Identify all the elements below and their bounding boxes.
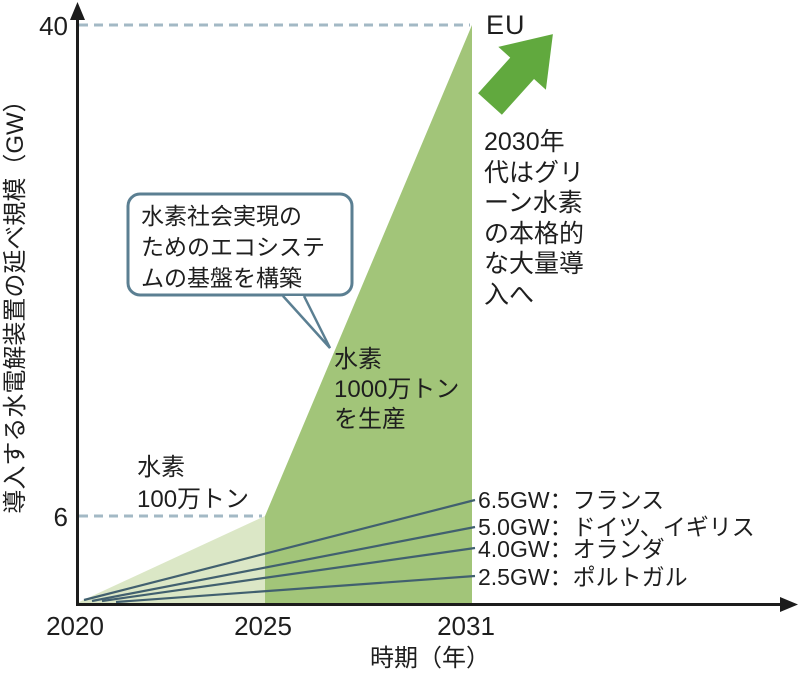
y-axis-arrowhead-icon xyxy=(70,2,85,20)
y-tick-6: 6 xyxy=(53,502,68,532)
y-axis-title: 導入する水電解装置の延べ規模（GW） xyxy=(2,88,29,514)
hydrogen-1m-note: 水素 100万トン xyxy=(137,454,250,513)
country-line-portugal xyxy=(115,574,476,604)
x-axis-arrowhead-icon xyxy=(780,597,798,612)
eu-growth-arrow-shape xyxy=(478,34,553,115)
eu-growth-arrow-icon xyxy=(478,34,553,115)
country-label-netherlands: 4.0GW：オランダ xyxy=(478,536,665,562)
hydrogen-10m-note: 水素 1000万トン を生産 xyxy=(334,346,460,433)
callout-text: 水素社会実現の ためのエコシステ ムの基盤を構築 xyxy=(141,203,325,291)
x-axis-title: 時期（年） xyxy=(370,645,490,672)
area-phase1-2020-2025 xyxy=(77,516,265,603)
country-line-germany-uk xyxy=(91,525,476,603)
x-tick-2025: 2025 xyxy=(234,611,292,641)
country-label-germany-uk: 5.0GW：ドイツ、イギリス xyxy=(478,514,755,540)
x-tick-2020: 2020 xyxy=(46,611,104,641)
decade-note: 2030年 代はグリ ーン水素 の本格的 な大量導 入へ xyxy=(484,128,585,309)
y-tick-40: 40 xyxy=(39,11,68,41)
country-label-portugal: 2.5GW：ポルトガル xyxy=(478,564,688,590)
callout-tail xyxy=(282,295,332,349)
x-tick-2031: 2031 xyxy=(437,611,495,641)
country-label-france: 6.5GW：フランス xyxy=(478,487,665,513)
country-line-netherlands xyxy=(101,546,476,603)
area-phase2-2025-2031 xyxy=(265,25,472,603)
country-line-france xyxy=(83,498,476,602)
callout-bubble xyxy=(126,192,354,297)
eu-label: EU xyxy=(486,10,526,40)
